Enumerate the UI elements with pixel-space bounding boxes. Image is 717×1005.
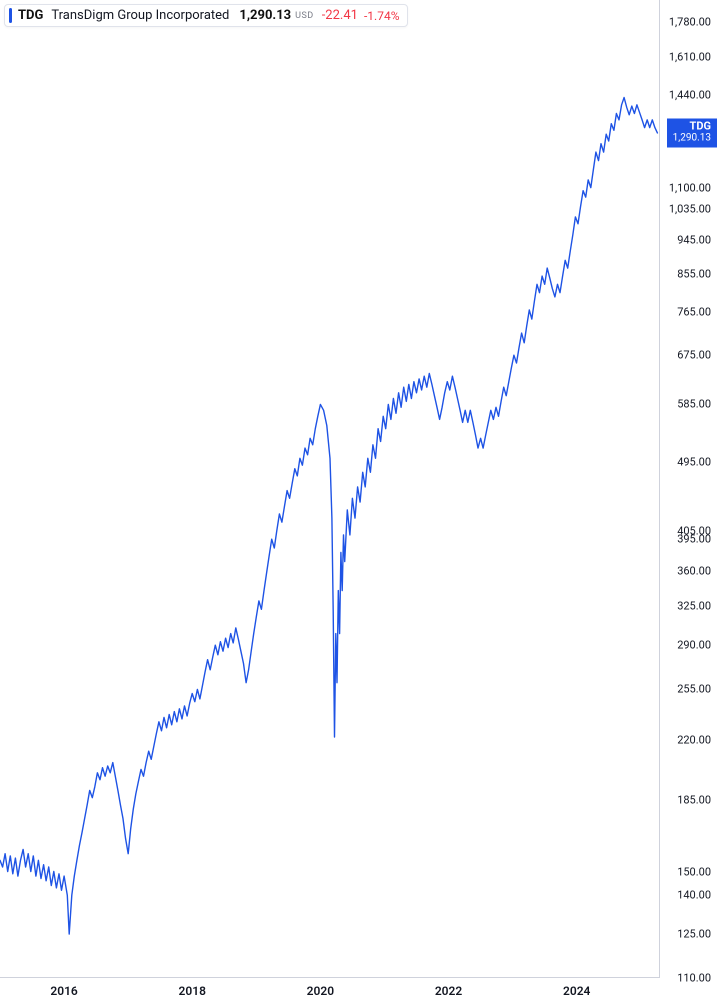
x-tick-label: 2016 xyxy=(50,984,77,998)
y-tick-label: 1,100.00 xyxy=(669,181,711,194)
y-tick-label: 945.00 xyxy=(677,233,711,246)
y-tick-label: 290.00 xyxy=(677,639,711,652)
y-tick-label: 1,610.00 xyxy=(669,50,711,63)
y-tick-label: 325.00 xyxy=(677,600,711,613)
x-tick-label: 2024 xyxy=(563,984,590,998)
y-tick-label: 110.00 xyxy=(677,972,711,985)
y-tick-label: 585.00 xyxy=(677,398,711,411)
y-tick-label: 360.00 xyxy=(677,565,711,578)
y-tick-label: 675.00 xyxy=(677,349,711,362)
y-tick-label: 1,440.00 xyxy=(669,89,711,102)
y-tick-label: 140.00 xyxy=(677,889,711,902)
x-tick-label: 2020 xyxy=(307,984,334,998)
y-tick-label: 495.00 xyxy=(677,455,711,468)
y-axis: TDG 1,290.13 110.00125.00140.00150.00185… xyxy=(659,0,717,978)
y-tick-label: 855.00 xyxy=(677,268,711,281)
price-axis-badge: TDG 1,290.13 xyxy=(667,118,717,147)
x-axis: 2016 2018 2020 2022 2024 xyxy=(0,977,660,1005)
y-tick-label: 405.00 xyxy=(677,524,711,537)
y-tick-label: 765.00 xyxy=(677,306,711,319)
y-tick-label: 220.00 xyxy=(677,734,711,747)
y-tick-label: 150.00 xyxy=(677,865,711,878)
x-tick-label: 2022 xyxy=(435,984,462,998)
y-tick-label: 1,035.00 xyxy=(669,202,711,215)
price-badge-price: 1,290.13 xyxy=(673,132,711,144)
y-tick-label: 1,780.00 xyxy=(669,16,711,29)
x-tick-label: 2018 xyxy=(179,984,206,998)
price-chart[interactable] xyxy=(0,0,660,978)
price-line xyxy=(0,98,657,935)
y-tick-label: 185.00 xyxy=(677,793,711,806)
y-tick-label: 255.00 xyxy=(677,683,711,696)
price-badge-ticker: TDG xyxy=(673,120,711,132)
y-tick-label: 125.00 xyxy=(677,928,711,941)
